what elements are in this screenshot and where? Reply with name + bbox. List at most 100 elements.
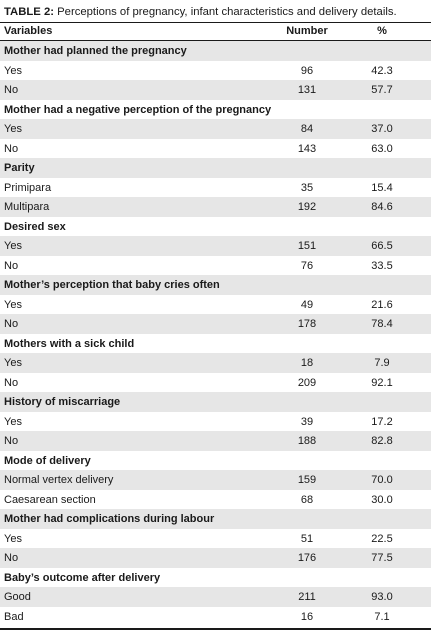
row-label: Yes: [4, 240, 22, 252]
section-row: Mothers with a sick child: [0, 334, 431, 354]
row-percent: 63.0: [371, 142, 393, 155]
row-label: Yes: [4, 357, 22, 369]
section-title: Mother had planned the pregnancy: [4, 45, 187, 57]
section-title: Desired sex: [4, 220, 66, 233]
table-row: Primipara 35 15.4: [0, 178, 431, 198]
table-row: Yes 39 17.2: [0, 412, 431, 432]
section-title: History of miscarriage: [4, 396, 121, 408]
table-row: No 76 33.5: [0, 256, 431, 276]
row-number: 51: [300, 532, 314, 545]
row-label: No: [4, 142, 19, 155]
row-percent: 37.0: [371, 123, 393, 135]
row-percent: 7.1: [374, 610, 390, 623]
row-label: Yes: [4, 123, 22, 135]
row-number: 178: [297, 318, 317, 330]
row-label: No: [4, 435, 19, 447]
table-row: Normal vertex delivery 159 70.0: [0, 470, 431, 490]
section-title: Baby’s outcome after delivery: [4, 571, 161, 584]
header-rule: [0, 40, 431, 41]
section-title: Mother had complications during labour: [4, 513, 215, 525]
row-percent: 33.5: [371, 259, 393, 272]
row-label: Yes: [4, 415, 22, 428]
row-percent: 70.0: [371, 474, 393, 486]
table-row: No 176 77.5: [0, 548, 431, 568]
row-number: 68: [300, 493, 314, 506]
row-percent: 92.1: [371, 376, 393, 389]
row-number: 39: [300, 415, 314, 428]
row-label: Yes: [4, 532, 22, 545]
row-label: No: [4, 84, 19, 96]
row-number: 84: [300, 123, 314, 135]
row-percent: 93.0: [371, 591, 393, 603]
bottom-rule: [0, 628, 431, 630]
row-label: Primipara: [4, 181, 52, 194]
row-number: 35: [300, 181, 314, 194]
row-number: 151: [297, 240, 317, 252]
section-row: Mother had complications during labour: [0, 509, 431, 529]
table-row: No 131 57.7: [0, 80, 431, 100]
table-header: Variables Number %: [0, 23, 431, 40]
row-percent: 17.2: [371, 415, 393, 428]
header-percent: %: [377, 25, 387, 37]
row-number: 188: [297, 435, 317, 447]
section-title: Mothers with a sick child: [4, 337, 135, 350]
section-row: Mother had planned the pregnancy: [0, 41, 431, 61]
table-body: Mother had planned the pregnancy Yes 96 42.…: [0, 41, 431, 626]
row-number: 192: [297, 201, 317, 213]
header-variables: Variables: [4, 25, 53, 37]
row-number: 76: [300, 259, 314, 272]
row-percent: 22.5: [371, 532, 393, 545]
row-percent: 21.6: [371, 298, 393, 311]
table-row: Caesarean section 68 30.0: [0, 490, 431, 510]
row-percent: 66.5: [371, 240, 393, 252]
row-label: No: [4, 259, 19, 272]
row-number: 209: [297, 376, 317, 389]
section-row: History of miscarriage: [0, 392, 431, 412]
section-row: Parity: [0, 158, 431, 178]
row-number: 176: [297, 552, 317, 564]
table-caption-text: Perceptions of pregnancy, infant charact…: [54, 6, 397, 18]
row-number: 211: [298, 591, 316, 603]
table-row: No 209 92.1: [0, 373, 431, 393]
table-row: Yes 51 22.5: [0, 529, 431, 549]
section-row: Mother’s perception that baby cries ofte…: [0, 275, 431, 295]
section-row: Desired sex: [0, 217, 431, 237]
row-number: 96: [300, 64, 314, 77]
row-label: Yes: [4, 298, 22, 311]
table-row: Yes 151 66.5: [0, 236, 431, 256]
row-label: Bad: [4, 610, 24, 623]
section-row: Mother had a negative perception of the …: [0, 100, 431, 120]
table-row: No 178 78.4: [0, 314, 431, 334]
row-label: Yes: [4, 64, 22, 77]
row-number: 49: [300, 298, 314, 311]
row-percent: 57.7: [371, 84, 393, 96]
row-number: 131: [297, 84, 317, 96]
section-title: Parity: [4, 162, 35, 174]
row-number: 143: [297, 142, 317, 155]
row-percent: 30.0: [371, 493, 393, 506]
table-row: Yes 49 21.6: [0, 295, 431, 315]
row-label: No: [4, 376, 19, 389]
header-number: Number: [286, 25, 328, 37]
row-number: 159: [297, 474, 317, 486]
table-row: Yes 96 42.3: [0, 61, 431, 81]
row-label: Caesarean section: [4, 493, 96, 506]
section-title: Mother’s perception that baby cries ofte…: [4, 279, 220, 291]
table-row: Bad 16 7.1: [0, 607, 431, 627]
table-row: Yes 84 37.0: [0, 119, 431, 139]
row-percent: 78.4: [371, 318, 393, 330]
row-label: Normal vertex delivery: [4, 474, 114, 486]
table-caption-label: TABLE 2:: [4, 6, 54, 18]
row-percent: 15.4: [371, 181, 393, 194]
table-row: Good 211 93.0: [0, 587, 431, 607]
section-title: Mode of delivery: [4, 454, 91, 467]
section-row: Baby’s outcome after delivery: [0, 568, 431, 588]
top-rule: [0, 22, 431, 23]
table-caption: TABLE 2: Perceptions of pregnancy, infan…: [4, 5, 428, 19]
section-title: Mother had a negative perception of the …: [4, 103, 272, 116]
row-label: Multipara: [4, 201, 50, 213]
row-percent: 84.6: [371, 201, 393, 213]
row-percent: 42.3: [371, 64, 393, 77]
table-row: Multipara 192 84.6: [0, 197, 431, 217]
